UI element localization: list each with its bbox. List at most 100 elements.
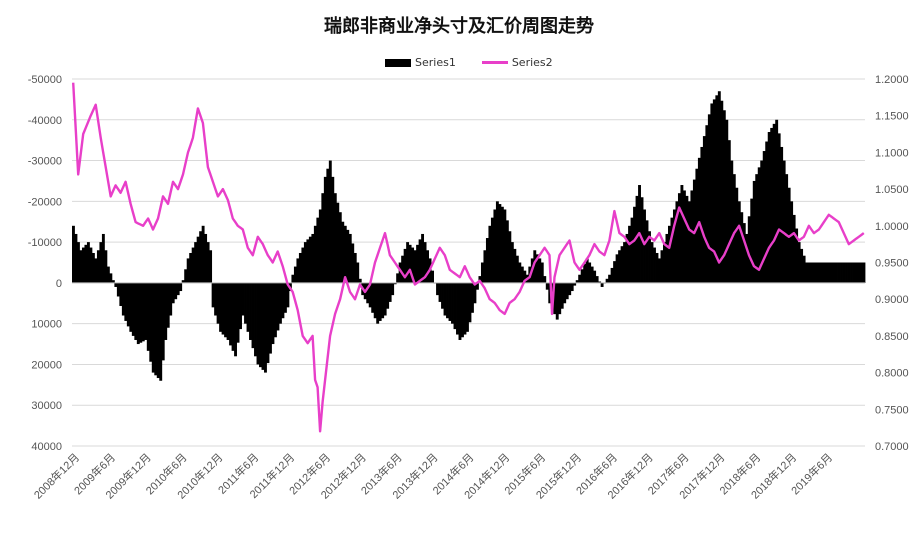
series1-bar — [91, 252, 95, 283]
series1-bar — [563, 282, 567, 304]
series1-bar — [244, 282, 247, 324]
series1-bar — [702, 136, 706, 283]
series1-bar — [259, 282, 262, 368]
series1-bar — [840, 262, 843, 283]
series1-bar — [81, 247, 85, 283]
series1-bar — [513, 248, 517, 283]
series1-bar — [827, 262, 831, 283]
series1-bar — [613, 261, 617, 283]
series1-bar — [842, 262, 846, 283]
series1-bar — [89, 247, 93, 283]
series1-bar — [156, 282, 160, 379]
right-tick-label: 0.7000 — [875, 441, 909, 453]
series1-bar — [326, 168, 330, 283]
chart-title: 瑞郎非商业净头寸及汇价周图走势 — [324, 16, 594, 37]
series1-bar — [179, 282, 183, 292]
series1-bar — [485, 238, 489, 283]
series1-bar — [174, 282, 178, 300]
series1-bar — [845, 262, 848, 283]
series1-bar — [565, 282, 569, 300]
series1-bar — [658, 258, 661, 283]
series1-bar — [510, 242, 514, 283]
series1-bar — [343, 225, 347, 283]
series1-bar — [785, 174, 789, 283]
series1-bar — [436, 282, 439, 296]
series1-bar — [800, 248, 804, 283]
series1-bar — [341, 221, 345, 283]
series1-bar — [767, 132, 771, 283]
series1-bar — [523, 270, 527, 283]
series1-bar — [408, 244, 412, 283]
series1-bar — [715, 95, 719, 283]
series1-bar — [675, 201, 679, 283]
series1-bar — [271, 282, 275, 345]
series1-bar — [378, 282, 382, 321]
series1-bar — [94, 258, 98, 283]
series1-bar — [508, 231, 512, 283]
series1-bar — [690, 190, 694, 283]
series1-bar — [832, 262, 836, 283]
series1-bar — [139, 282, 143, 343]
series1-bar — [151, 282, 155, 373]
series1-bar — [762, 151, 766, 283]
series1-bar — [276, 282, 280, 331]
series1-bar — [755, 174, 759, 283]
series1-bar — [199, 231, 203, 283]
series1-bar — [79, 250, 83, 283]
series1-bar — [466, 282, 469, 332]
series1-bar — [615, 254, 619, 283]
series1-bar — [331, 176, 335, 283]
series1-bar — [825, 262, 828, 283]
series1-bar — [291, 274, 295, 283]
right-tick-label: 1.2000 — [875, 74, 909, 86]
series1-bar — [720, 100, 724, 283]
series1-bar — [169, 282, 173, 316]
series1-bar — [411, 247, 415, 283]
series1-bar — [765, 141, 769, 283]
series1-bar — [196, 236, 200, 283]
series1-bar — [371, 282, 375, 313]
series1-bar — [697, 157, 701, 283]
series1-bar — [231, 282, 235, 351]
series1-bar — [161, 282, 165, 361]
series1-bar — [722, 110, 726, 283]
series1-bar — [792, 214, 796, 283]
series1-bar — [588, 262, 592, 283]
series1-bar — [585, 258, 589, 283]
series1-bar — [159, 282, 163, 381]
series1-bar — [403, 248, 407, 283]
series1-bar — [635, 195, 639, 283]
series1-bar — [750, 198, 754, 283]
series1-bar — [600, 282, 604, 287]
series1-bar — [822, 262, 826, 283]
series1-bar — [752, 180, 756, 283]
series1-bar — [323, 176, 327, 283]
series1-bar — [111, 280, 115, 283]
series1-bar — [114, 282, 118, 287]
series1-bar — [131, 282, 135, 336]
series1-bar — [448, 282, 452, 321]
series1-bar — [216, 282, 220, 324]
series1-bar — [812, 262, 816, 283]
series1-bar — [515, 255, 519, 283]
series1-bar — [286, 282, 290, 308]
series1-bar — [855, 262, 858, 283]
series1-bar — [780, 146, 784, 283]
series1-bar — [717, 91, 721, 283]
series1-bar — [643, 209, 646, 283]
series1-bar — [580, 269, 584, 283]
series1-bar — [495, 201, 499, 283]
series1-bar — [191, 247, 195, 283]
series1-bar — [226, 282, 230, 340]
series1-bar — [293, 266, 297, 283]
series1-bar — [181, 280, 185, 283]
series1-bar — [388, 282, 392, 302]
series1-bar — [480, 262, 484, 283]
series1-bar — [141, 282, 145, 342]
series1-bar — [236, 282, 240, 343]
series1-bar — [628, 225, 631, 283]
series1-bar — [655, 252, 659, 283]
series1-bar — [520, 266, 524, 283]
series1-bar — [74, 233, 78, 283]
series1-bar — [573, 282, 577, 286]
